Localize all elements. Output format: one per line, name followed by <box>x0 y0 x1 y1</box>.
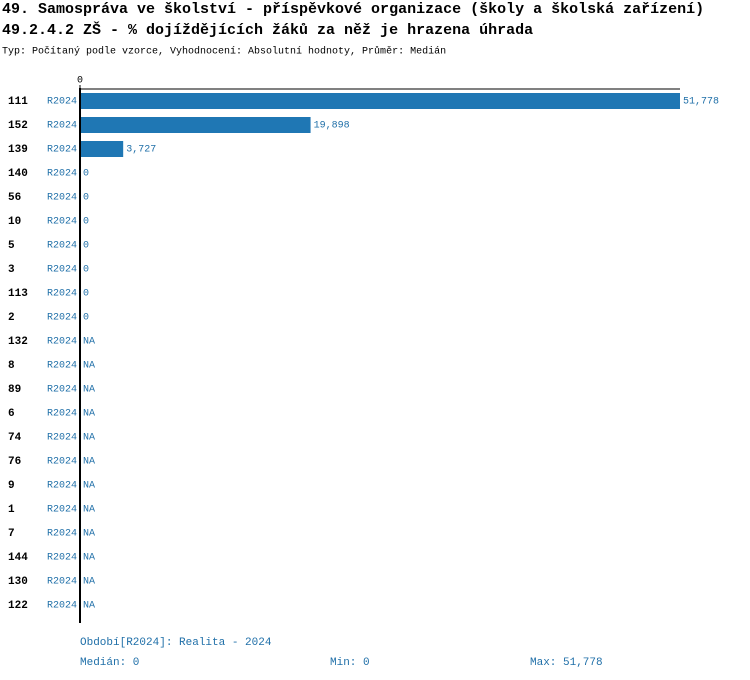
series-label: R2024 <box>47 97 77 108</box>
series-label: R2024 <box>47 265 77 276</box>
series-label: R2024 <box>47 553 77 564</box>
chart-title: 49. Samospráva ve školství - příspěvkové… <box>2 1 704 18</box>
bar <box>80 141 124 157</box>
series-label: R2024 <box>47 505 77 516</box>
footer-max: Max: 51,778 <box>530 657 603 669</box>
value-label: NA <box>83 505 95 516</box>
y-tick-label: 113 <box>8 288 28 300</box>
y-tick-label: 144 <box>8 552 28 564</box>
value-label: 0 <box>83 193 89 204</box>
y-tick-label: 111 <box>8 96 28 108</box>
series-label: R2024 <box>47 169 77 180</box>
value-label: 51,778 <box>683 97 719 108</box>
value-label: NA <box>83 481 95 492</box>
y-tick-label: 89 <box>8 384 21 396</box>
value-label: NA <box>83 433 95 444</box>
value-label: NA <box>83 409 95 420</box>
y-tick-label: 9 <box>8 480 15 492</box>
x-tick-label: 0 <box>77 76 83 87</box>
y-tick-label: 2 <box>8 312 15 324</box>
chart-description: Typ: Počítaný podle vzorce, Vyhodnocení:… <box>2 45 446 58</box>
y-tick-label: 152 <box>8 120 28 132</box>
value-label: NA <box>83 577 95 588</box>
value-label: 0 <box>83 313 89 324</box>
y-tick-label: 76 <box>8 456 21 468</box>
chart-subtitle: 49.2.4.2 ZŠ - % dojíždějících žáků za ně… <box>2 21 533 39</box>
y-tick-label: 3 <box>8 264 15 276</box>
series-label: R2024 <box>47 601 77 612</box>
y-tick-label: 132 <box>8 336 28 348</box>
footer-min: Min: 0 <box>330 657 370 669</box>
y-tick-label: 6 <box>8 408 15 420</box>
series-label: R2024 <box>47 217 77 228</box>
value-label: 0 <box>83 289 89 300</box>
value-label: 0 <box>83 241 89 252</box>
value-label: NA <box>83 553 95 564</box>
y-tick-label: 130 <box>8 576 28 588</box>
series-label: R2024 <box>47 361 77 372</box>
y-tick-label: 8 <box>8 360 15 372</box>
value-label: NA <box>83 361 95 372</box>
y-tick-label: 10 <box>8 216 21 228</box>
footer-period: Období[R2024]: Realita - 2024 <box>80 637 272 649</box>
series-label: R2024 <box>47 145 77 156</box>
footer-median: Medián: 0 <box>80 657 139 669</box>
y-tick-label: 122 <box>8 600 28 612</box>
y-tick-label: 74 <box>8 432 22 444</box>
series-label: R2024 <box>47 289 77 300</box>
value-label: 0 <box>83 169 89 180</box>
value-label: 3,727 <box>126 145 156 156</box>
series-label: R2024 <box>47 313 77 324</box>
series-label: R2024 <box>47 121 77 132</box>
series-label: R2024 <box>47 433 77 444</box>
bar <box>80 117 311 133</box>
value-label: 0 <box>83 217 89 228</box>
y-tick-label: 5 <box>8 240 15 252</box>
series-label: R2024 <box>47 529 77 540</box>
series-label: R2024 <box>47 457 77 468</box>
value-label: 19,898 <box>314 121 350 132</box>
y-tick-label: 139 <box>8 144 28 156</box>
series-label: R2024 <box>47 337 77 348</box>
value-label: NA <box>83 457 95 468</box>
y-tick-label: 140 <box>8 168 28 180</box>
y-tick-label: 7 <box>8 528 15 540</box>
series-label: R2024 <box>47 577 77 588</box>
value-label: NA <box>83 529 95 540</box>
bar <box>80 93 680 109</box>
y-tick-label: 56 <box>8 192 21 204</box>
series-label: R2024 <box>47 409 77 420</box>
value-label: NA <box>83 337 95 348</box>
value-label: NA <box>83 601 95 612</box>
series-label: R2024 <box>47 241 77 252</box>
value-label: NA <box>83 385 95 396</box>
series-label: R2024 <box>47 193 77 204</box>
value-label: 0 <box>83 265 89 276</box>
y-tick-label: 1 <box>8 504 15 516</box>
series-label: R2024 <box>47 481 77 492</box>
series-label: R2024 <box>47 385 77 396</box>
